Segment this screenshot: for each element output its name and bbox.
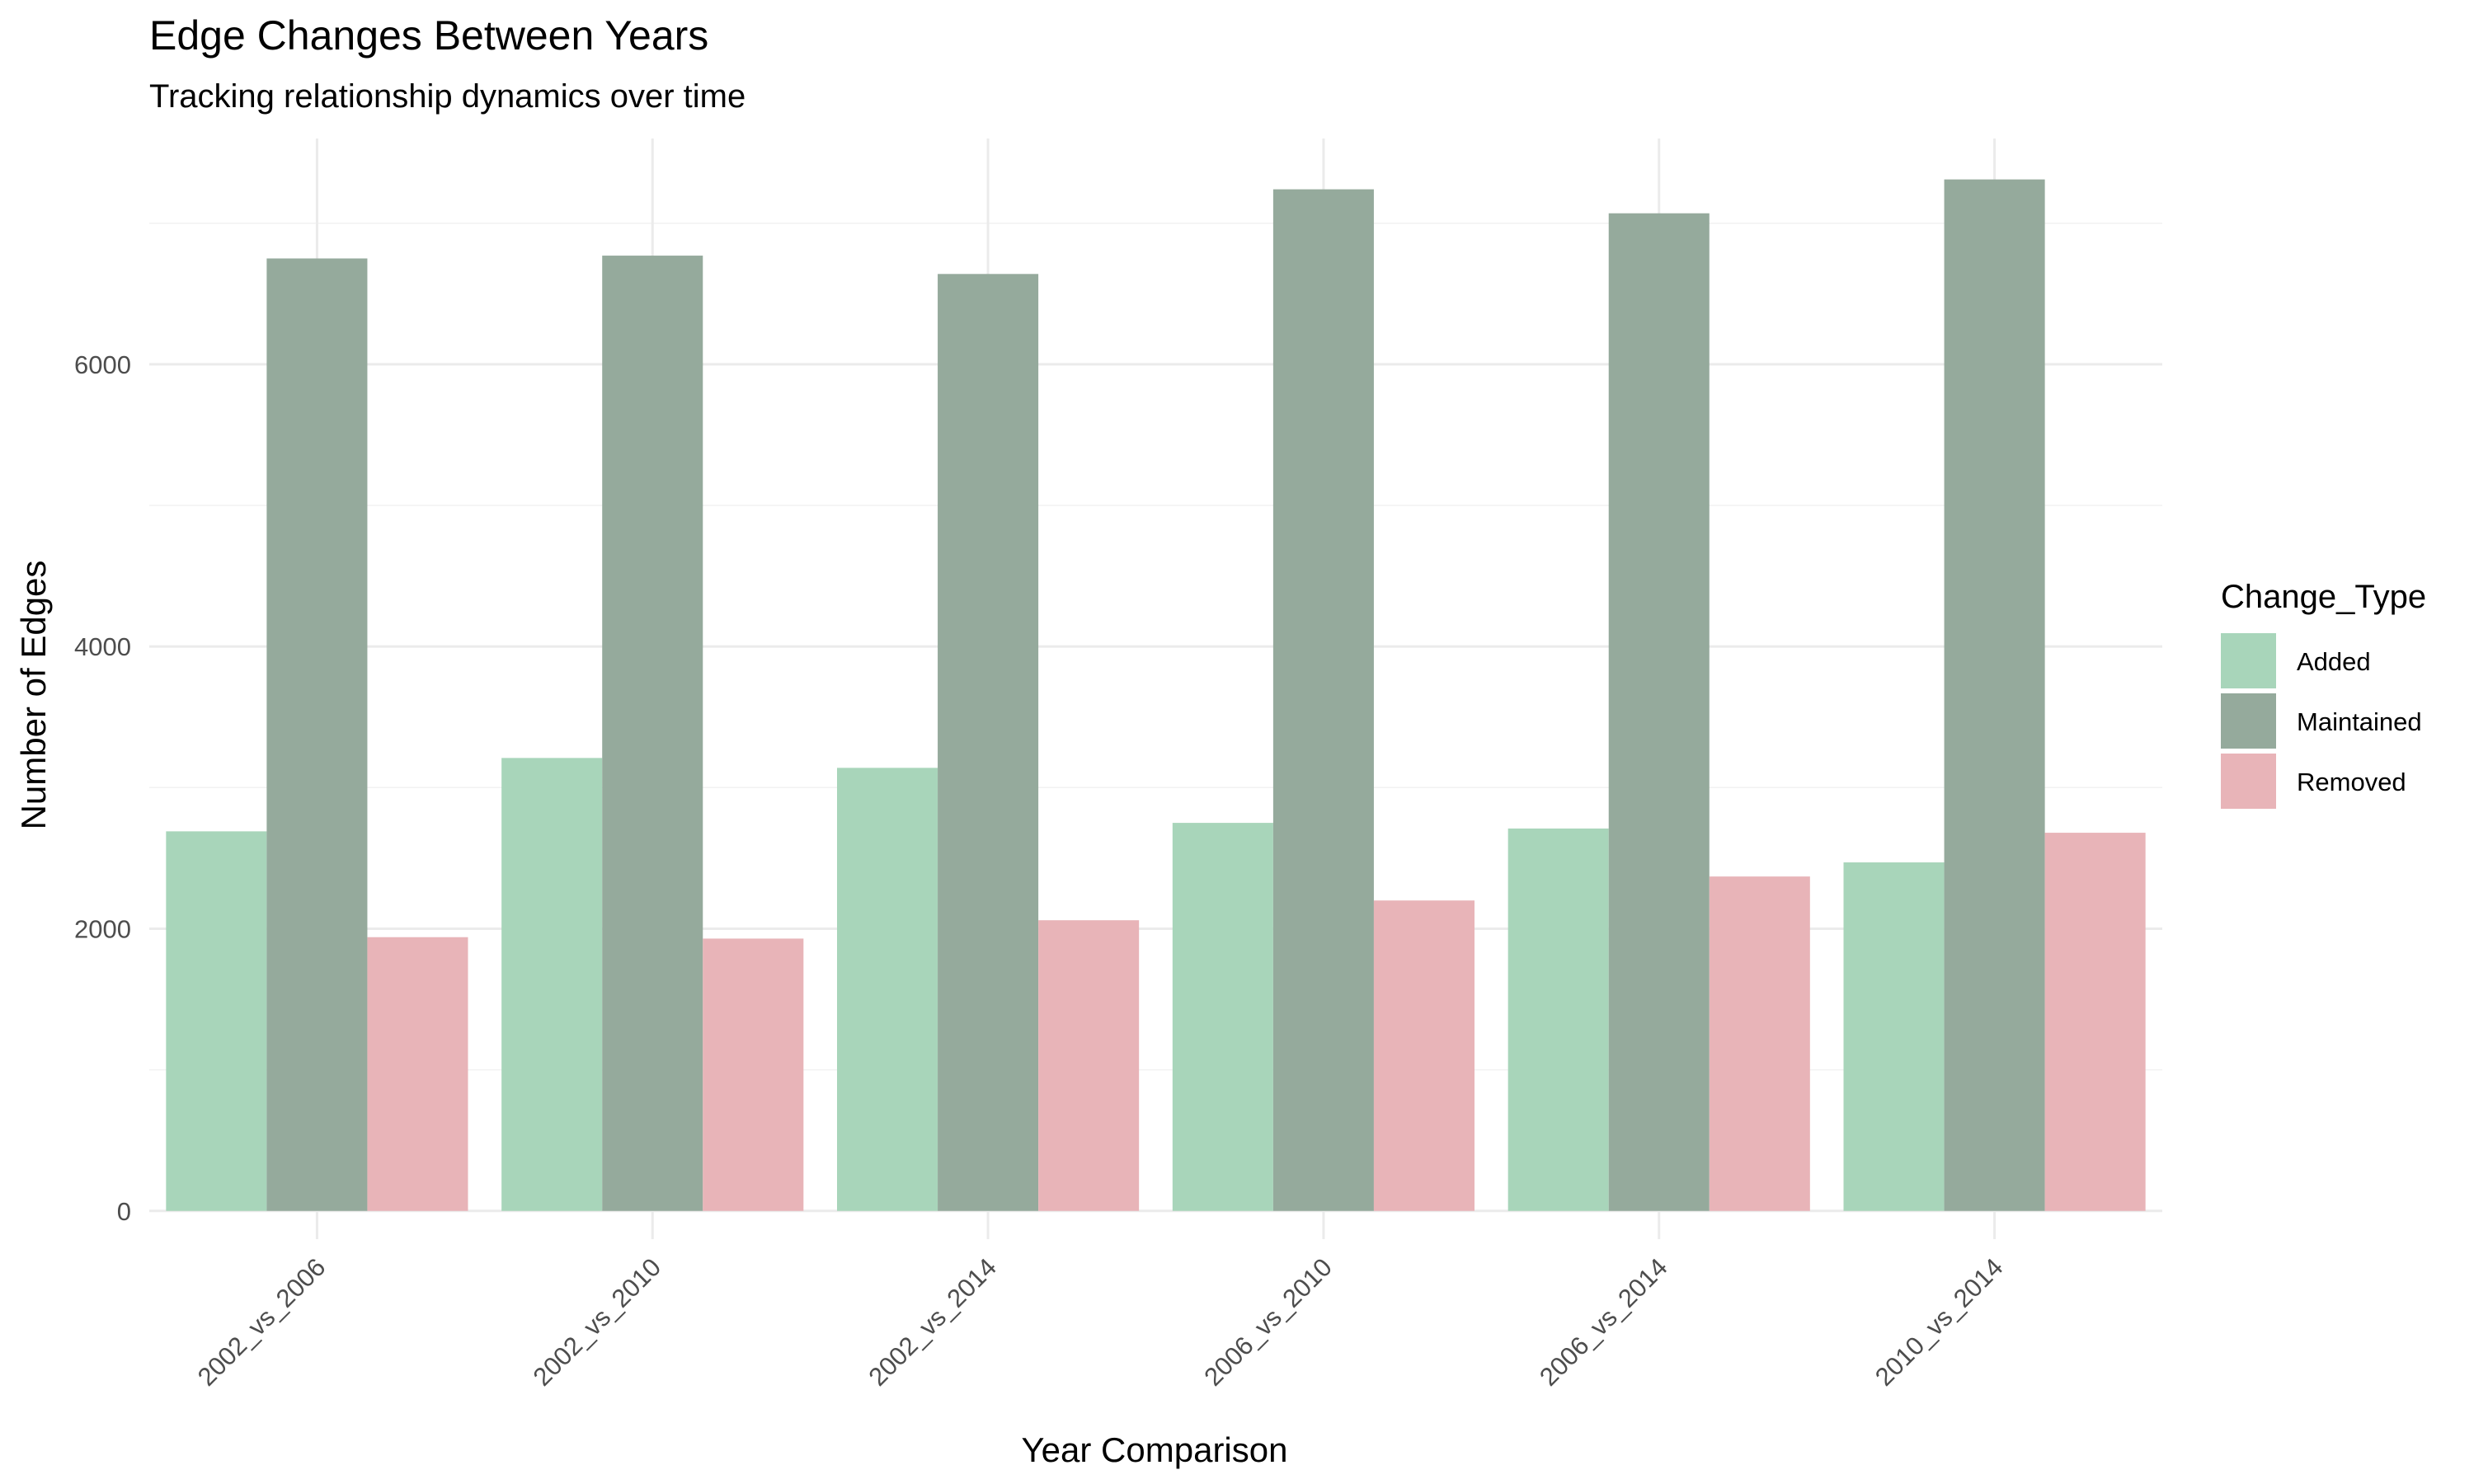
y-tick-label: 2000 bbox=[74, 914, 131, 943]
bar-added-2010_vs_2014 bbox=[1843, 862, 1945, 1211]
y-tick-label: 0 bbox=[117, 1197, 131, 1226]
legend-key-removed bbox=[2221, 754, 2276, 809]
y-axis-title: Number of Edges bbox=[14, 561, 53, 830]
bar-removed-2006_vs_2014 bbox=[1709, 876, 1810, 1211]
bar-maintained-2010_vs_2014 bbox=[1944, 179, 2045, 1211]
bar-removed-2002_vs_2006 bbox=[367, 937, 468, 1211]
legend-label-maintained: Maintained bbox=[2297, 707, 2422, 736]
x-tick-label: 2002_vs_2006 bbox=[192, 1252, 332, 1392]
legend-label-added: Added bbox=[2297, 647, 2371, 676]
x-axis-ticks: 2002_vs_2006 2002_vs_2010 2002_vs_2014 2006… bbox=[192, 1252, 2009, 1392]
y-tick-label: 4000 bbox=[74, 632, 131, 661]
bar-removed-2010_vs_2014 bbox=[2044, 833, 2146, 1211]
bar-removed-2006_vs_2010 bbox=[1373, 900, 1475, 1211]
x-tick-label: 2010_vs_2014 bbox=[1870, 1252, 2009, 1392]
bar-added-2002_vs_2010 bbox=[501, 758, 603, 1211]
x-tick-label: 2002_vs_2014 bbox=[863, 1252, 1002, 1392]
legend: Change_Type Added Maintained Removed bbox=[2221, 579, 2426, 809]
x-tick-label: 2006_vs_2014 bbox=[1534, 1252, 1673, 1392]
bar-added-2006_vs_2014 bbox=[1507, 828, 1609, 1211]
legend-title: Change_Type bbox=[2221, 579, 2426, 615]
legend-items: Added Maintained Removed bbox=[2221, 633, 2422, 809]
bar-added-2002_vs_2014 bbox=[837, 768, 938, 1211]
bar-added-2002_vs_2006 bbox=[166, 831, 267, 1211]
chart-title: Edge Changes Between Years bbox=[149, 12, 708, 59]
bars bbox=[166, 179, 2146, 1211]
legend-key-maintained bbox=[2221, 693, 2276, 749]
x-axis-title: Year Comparison bbox=[1022, 1430, 1288, 1469]
y-axis-ticks: 0 2000 4000 6000 bbox=[74, 350, 131, 1226]
bar-maintained-2006_vs_2014 bbox=[1608, 213, 1710, 1211]
bar-maintained-2002_vs_2010 bbox=[602, 256, 703, 1211]
x-tick-label: 2006_vs_2010 bbox=[1198, 1252, 1338, 1392]
bar-removed-2002_vs_2014 bbox=[1038, 920, 1140, 1211]
bar-maintained-2006_vs_2010 bbox=[1272, 189, 1374, 1211]
x-tick-label: 2002_vs_2010 bbox=[528, 1252, 667, 1392]
chart-subtitle: Tracking relationship dynamics over time bbox=[149, 78, 745, 115]
y-tick-label: 6000 bbox=[74, 350, 131, 379]
bar-maintained-2002_vs_2006 bbox=[266, 258, 368, 1211]
legend-key-added bbox=[2221, 633, 2276, 688]
bar-maintained-2002_vs_2014 bbox=[938, 274, 1039, 1211]
bar-removed-2002_vs_2010 bbox=[703, 938, 804, 1211]
legend-label-removed: Removed bbox=[2297, 768, 2406, 796]
bar-added-2006_vs_2010 bbox=[1172, 823, 1273, 1211]
